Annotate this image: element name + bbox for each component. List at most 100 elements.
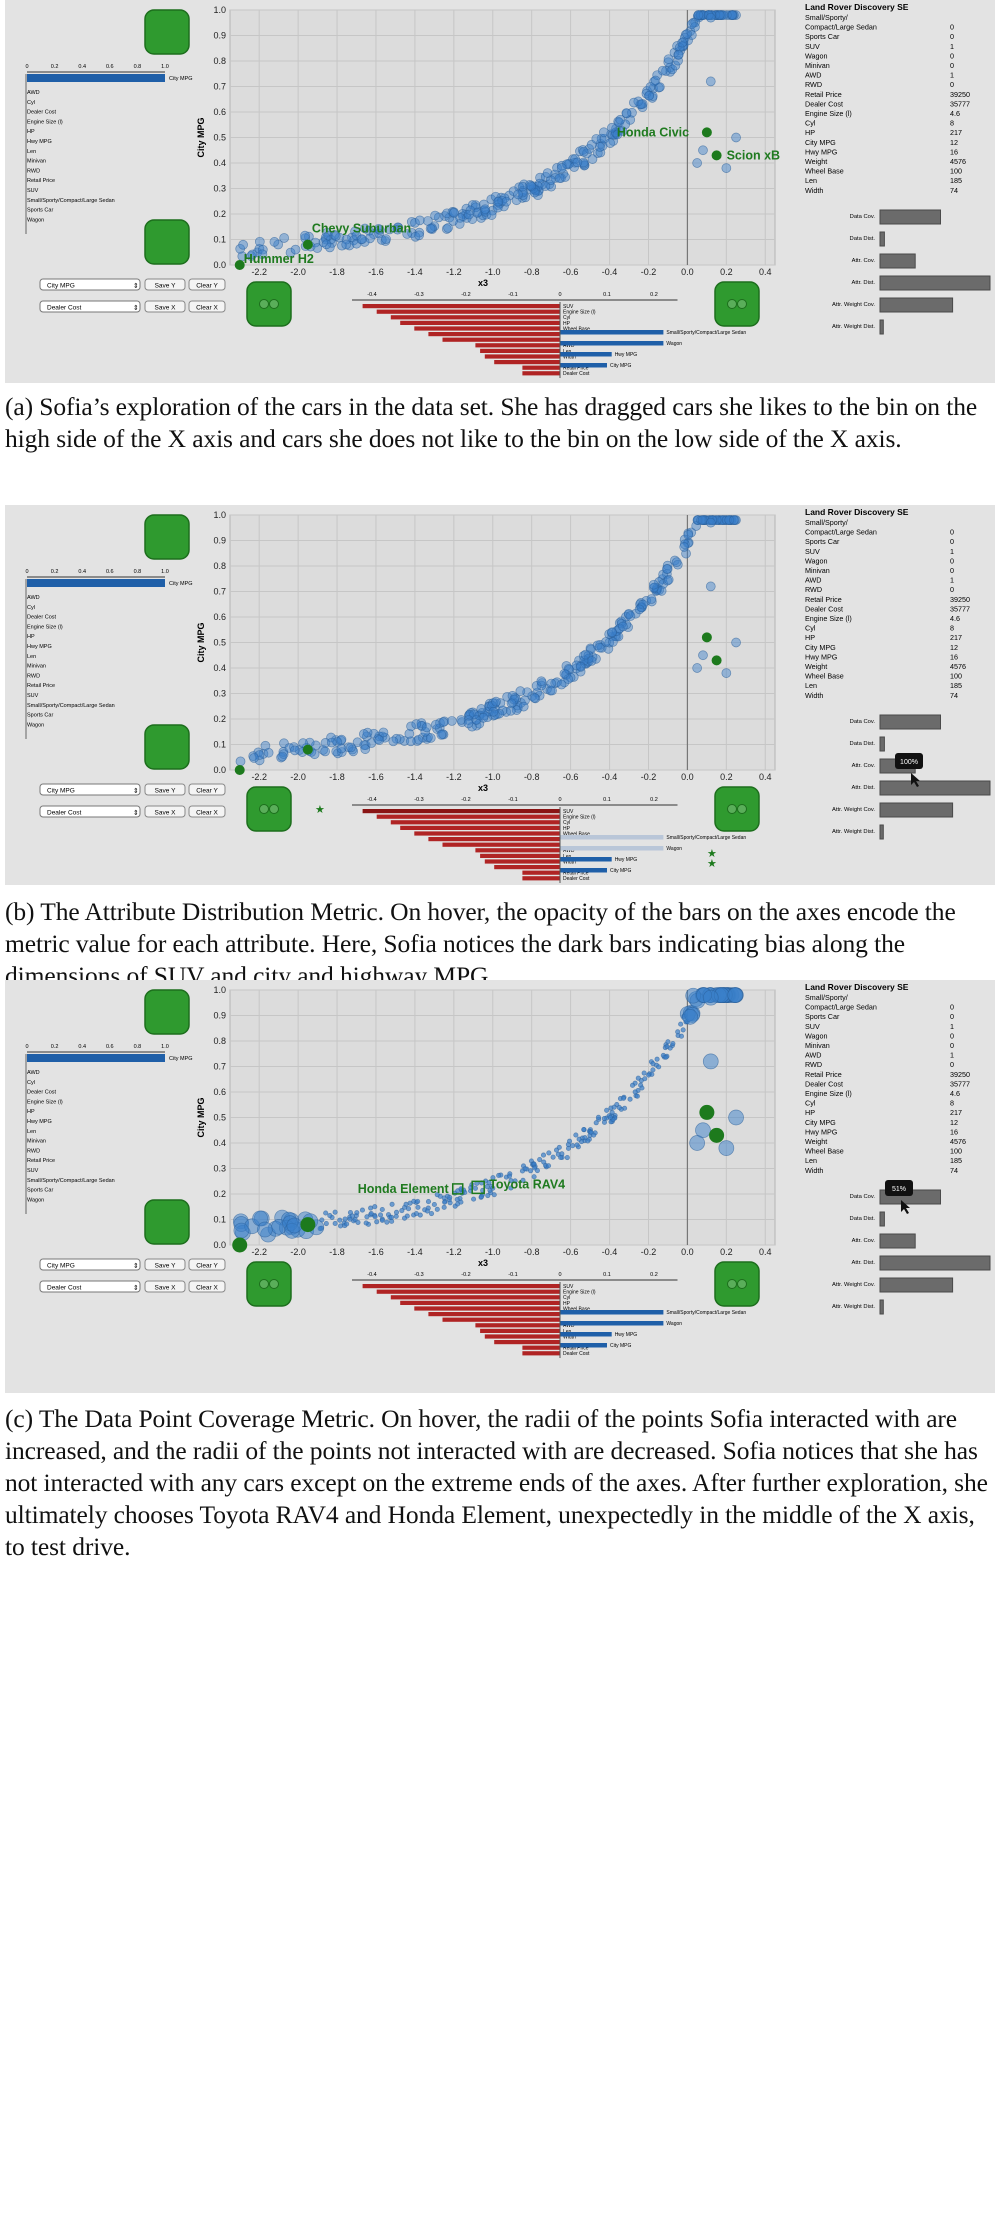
attribute-value: 1 <box>950 1022 954 1031</box>
data-point <box>493 196 503 207</box>
x-tick-label: -0.4 <box>602 772 618 782</box>
metric-label: Attr. Dist. <box>851 785 875 791</box>
weight-label: Len <box>563 349 572 355</box>
data-point <box>434 1206 440 1212</box>
weight-bar-positive <box>560 363 607 368</box>
x-tick-label: -1.8 <box>329 1247 345 1257</box>
cursor-icon <box>901 1200 910 1214</box>
weight-bar <box>27 74 165 82</box>
clear-x-button <box>188 300 226 313</box>
data-point <box>650 1061 656 1067</box>
data-point <box>570 1143 576 1149</box>
data-point <box>654 1056 660 1062</box>
weight-label: Width <box>563 859 576 865</box>
weight-tick-label: -0.4 <box>367 1272 376 1278</box>
caption-b: (b) The Attribute Distribution Metric. O… <box>5 897 956 990</box>
bin-item <box>737 299 747 309</box>
data-point <box>431 1201 437 1208</box>
attribute-label: Compact/Large Sedan <box>805 528 877 537</box>
bin-item <box>737 804 747 814</box>
data-point <box>518 701 529 712</box>
weight-bar-negative <box>362 304 560 309</box>
data-point <box>403 1201 409 1207</box>
weight-tick-label: 0.8 <box>134 64 142 70</box>
metric-label: Data Cov. <box>850 1194 876 1200</box>
x-tick-label: -1.2 <box>446 772 462 782</box>
data-point <box>354 1210 360 1216</box>
attribute-value: 0 <box>950 1060 954 1069</box>
data-point <box>405 1206 412 1212</box>
button-label: Save Y <box>155 283 177 290</box>
weight-bar-positive <box>560 835 664 840</box>
data-point <box>727 10 738 20</box>
weight-bar-negative <box>376 309 560 314</box>
metric-label: Attr. Weight Cov. <box>832 1282 875 1288</box>
weight-bar-negative <box>414 831 560 836</box>
highlighted-point <box>711 655 722 666</box>
bin-item <box>737 1279 747 1289</box>
weight-label: Minivan <box>27 664 46 670</box>
data-point <box>360 223 370 234</box>
weight-label: AWD <box>27 90 40 96</box>
weight-tick-label: -0.3 <box>414 797 423 803</box>
select-value: Dealer Cost <box>47 305 82 312</box>
y-axis-label: City MPG <box>196 117 206 157</box>
weight-bar-negative <box>480 853 560 858</box>
data-point <box>374 225 385 235</box>
x-tick-label: 0.2 <box>720 1247 733 1257</box>
x-attribute-select <box>39 805 141 818</box>
data-point <box>567 1138 573 1144</box>
weight-label: SUV <box>27 693 39 699</box>
data-point <box>664 1043 670 1050</box>
data-point <box>629 97 639 108</box>
bin-item <box>727 299 737 309</box>
data-point <box>704 515 715 525</box>
attribute-value: 4576 <box>950 662 966 671</box>
data-point <box>320 746 330 757</box>
clear-x-button <box>188 805 226 818</box>
attribute-value: 0 <box>950 23 954 32</box>
y-attribute-select <box>39 783 141 796</box>
attribute-label: Weight <box>805 1137 827 1146</box>
y-axis-bin <box>144 1199 190 1245</box>
attribute-label: City MPG <box>805 138 836 147</box>
data-point <box>447 716 457 726</box>
metric-label: Attr. Dist. <box>851 1260 875 1266</box>
weight-bar-positive <box>560 1332 612 1337</box>
attribute-value: 0 <box>950 1041 954 1050</box>
weight-bar-positive <box>560 330 664 335</box>
data-point <box>627 1096 633 1102</box>
weight-bar-positive <box>560 868 607 873</box>
chevron-down-icon: ⇕ <box>133 282 139 290</box>
button-label: Clear Y <box>196 788 218 795</box>
attribute-label: Small/Sporty/ <box>805 993 848 1002</box>
weight-bar-negative <box>480 348 560 353</box>
attribute-label: Wheel Base <box>805 1147 844 1156</box>
y-tick-label: 0.3 <box>213 184 226 194</box>
weight-bar-positive <box>560 846 664 851</box>
weight-tick-label: 1.0 <box>161 1044 169 1050</box>
data-point <box>670 1040 676 1047</box>
weight-tick-label: 0 <box>25 64 28 70</box>
attribute-label: Cyl <box>805 119 816 128</box>
data-point <box>634 604 645 615</box>
vis-svg-b: -2.2 -2.0 -1.8 -1.6 -1.4 -1.2 -1.0 -0.8 -0.6 -0.4… <box>25 507 991 883</box>
data-point <box>323 1210 329 1216</box>
metric-tooltip <box>895 753 923 769</box>
data-point <box>238 239 248 250</box>
attribute-label: Hwy MPG <box>805 1127 838 1136</box>
weight-bar-negative <box>475 1323 560 1328</box>
data-point <box>449 208 459 218</box>
data-point <box>662 560 673 571</box>
x-tick-label: -1.0 <box>485 1247 501 1257</box>
attribute-value: 1 <box>950 1051 954 1060</box>
weight-bar-negative <box>484 859 560 864</box>
clear-y-button <box>188 783 226 796</box>
data-point <box>441 1204 447 1210</box>
data-point <box>430 210 440 221</box>
data-point <box>269 237 280 247</box>
x-tick-label: 0.4 <box>759 772 772 782</box>
weight-label: Small/Sporty/Compact/Large Sedan <box>666 835 746 841</box>
attribute-label: Weight <box>805 662 827 671</box>
data-point <box>436 729 447 740</box>
